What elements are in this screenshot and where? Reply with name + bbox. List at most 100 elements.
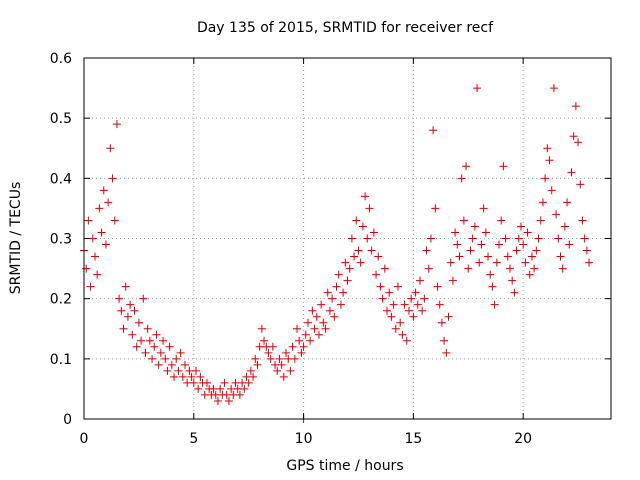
- data-point: [292, 324, 301, 333]
- data-point: [328, 294, 337, 303]
- data-point: [521, 258, 530, 267]
- data-point: [352, 216, 361, 225]
- data-point: [161, 354, 170, 363]
- data-point: [510, 288, 519, 297]
- chart-title: Day 135 of 2015, SRMTID for receiver rec…: [197, 20, 494, 36]
- data-point: [282, 348, 291, 357]
- data-point: [473, 84, 482, 93]
- data-point: [301, 330, 310, 339]
- data-point: [372, 270, 381, 279]
- data-point: [336, 300, 345, 309]
- data-point: [558, 264, 567, 273]
- grid-lines: [84, 58, 611, 419]
- data-point: [82, 264, 91, 273]
- data-point: [295, 336, 304, 345]
- data-point: [194, 384, 203, 393]
- data-point: [299, 342, 308, 351]
- data-point: [560, 222, 569, 231]
- data-point: [323, 288, 332, 297]
- data-point: [479, 204, 488, 213]
- data-point: [104, 198, 113, 207]
- data-point: [128, 330, 137, 339]
- data-point: [251, 354, 260, 363]
- y-tick-label: 0.1: [50, 352, 72, 368]
- data-point: [374, 252, 383, 261]
- data-point: [176, 348, 185, 357]
- data-point: [385, 288, 394, 297]
- data-point: [389, 300, 398, 309]
- data-point: [308, 306, 317, 315]
- data-point: [466, 246, 475, 255]
- data-point: [350, 252, 359, 261]
- data-point: [266, 354, 275, 363]
- data-point: [303, 318, 312, 327]
- data-point: [273, 366, 282, 375]
- data-point: [378, 294, 387, 303]
- x-tick-label: 0: [80, 431, 89, 447]
- data-point: [257, 324, 266, 333]
- data-point: [220, 378, 229, 387]
- y-tick-label: 0.5: [50, 111, 72, 127]
- data-point: [534, 234, 543, 243]
- data-point: [143, 324, 152, 333]
- data-point: [383, 306, 392, 315]
- data-point: [288, 342, 297, 351]
- data-point: [543, 144, 552, 153]
- data-point: [139, 294, 148, 303]
- data-point: [249, 372, 258, 381]
- data-point: [244, 378, 253, 387]
- data-point: [442, 348, 451, 357]
- data-point: [202, 378, 211, 387]
- data-point: [334, 270, 343, 279]
- data-point: [325, 306, 334, 315]
- data-point: [391, 324, 400, 333]
- data-point: [574, 138, 583, 147]
- data-point: [148, 354, 157, 363]
- data-point: [508, 276, 517, 285]
- data-point: [525, 270, 534, 279]
- data-point: [567, 168, 576, 177]
- data-point: [112, 120, 121, 129]
- data-point: [354, 246, 363, 255]
- data-point: [165, 342, 174, 351]
- data-point: [367, 246, 376, 255]
- data-point: [286, 366, 295, 375]
- data-point: [141, 348, 150, 357]
- data-point: [578, 216, 587, 225]
- data-point: [264, 348, 273, 357]
- data-point: [394, 282, 403, 291]
- data-point: [130, 306, 139, 315]
- data-point: [290, 354, 299, 363]
- y-tick-label: 0.2: [50, 292, 72, 308]
- data-point: [137, 336, 146, 345]
- data-point: [187, 372, 196, 381]
- data-point: [174, 366, 183, 375]
- data-point: [552, 210, 561, 219]
- data-point: [398, 330, 407, 339]
- data-point: [484, 252, 493, 261]
- data-point: [156, 348, 165, 357]
- data-point: [369, 228, 378, 237]
- data-point: [409, 312, 418, 321]
- data-point: [545, 156, 554, 165]
- data-point: [481, 228, 490, 237]
- data-point: [253, 360, 262, 369]
- y-tick-label: 0.4: [50, 171, 72, 187]
- data-point: [279, 372, 288, 381]
- data-point: [365, 204, 374, 213]
- data-point: [314, 330, 323, 339]
- data-point: [119, 324, 128, 333]
- data-point: [475, 258, 484, 267]
- data-point: [585, 258, 594, 267]
- data-point: [108, 174, 117, 183]
- data-point: [297, 348, 306, 357]
- data-points: [80, 84, 594, 423]
- data-point: [132, 342, 141, 351]
- data-point: [422, 246, 431, 255]
- data-point: [154, 360, 163, 369]
- data-point: [134, 318, 143, 327]
- data-point: [433, 282, 442, 291]
- data-point: [556, 252, 565, 261]
- data-point: [492, 258, 501, 267]
- y-axis: 0 0.1 0.2 0.3 0.4 0.5 0.6: [50, 51, 611, 428]
